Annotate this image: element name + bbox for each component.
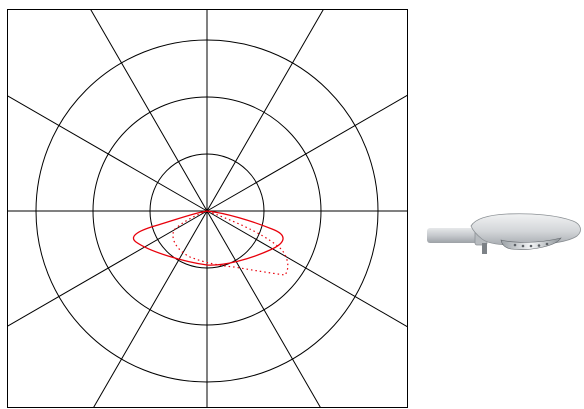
grid-radial-lines xyxy=(7,9,408,408)
polar-light-distribution-diagram xyxy=(7,9,408,408)
luminaire-arm xyxy=(427,228,483,243)
grid-radial-line xyxy=(90,9,208,212)
grid-radial-line xyxy=(7,95,208,212)
grid-radial-line xyxy=(7,210,208,327)
grid-radial-line xyxy=(206,210,408,328)
luminaire-lamp-glass xyxy=(500,237,562,250)
grid-radial-line xyxy=(206,94,408,212)
luminaire-lamp-detail xyxy=(513,242,549,248)
street-luminaire-icon xyxy=(427,213,581,254)
intensity-curve-solid xyxy=(132,210,284,266)
luminaire-housing xyxy=(470,213,581,246)
grid-radial-line xyxy=(93,210,208,408)
luminaire-mount-bolt xyxy=(482,243,487,254)
grid-radial-line xyxy=(206,210,321,408)
grid-radial-line xyxy=(206,9,324,212)
intensity-curve-dotted xyxy=(172,210,289,276)
